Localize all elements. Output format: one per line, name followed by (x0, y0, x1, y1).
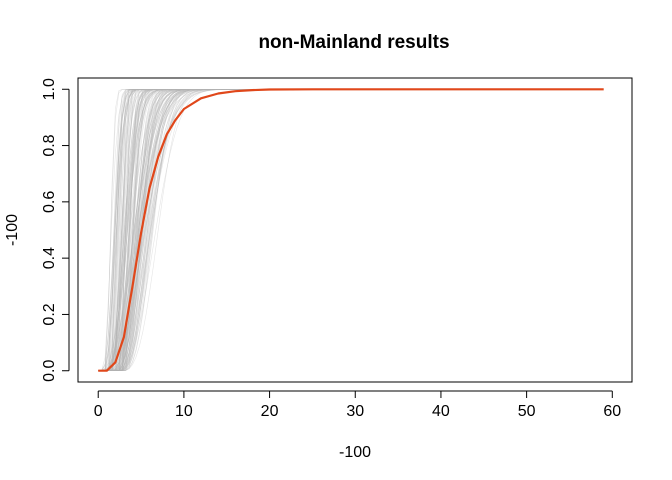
chart-title: non-Mainland results (258, 32, 449, 53)
y-axis: 0.0 0.2 0.4 0.6 0.8 1.0 (41, 78, 70, 382)
x-tick-label: 40 (432, 403, 450, 420)
y-tick-label: 0.0 (41, 360, 58, 382)
x-tick-label: 0 (94, 403, 103, 420)
mean-curve-line (98, 88, 604, 372)
y-axis-label: -100 (4, 214, 21, 246)
y-tick-label: 0.8 (41, 134, 58, 156)
x-tick-label: 60 (603, 403, 621, 420)
mean-curve (98, 88, 604, 372)
x-tick-label: 50 (518, 403, 536, 420)
x-tick-label: 10 (175, 403, 193, 420)
y-tick-label: 0.2 (41, 303, 58, 325)
y-tick-label: 1.0 (41, 78, 58, 100)
y-tick-label: 0.4 (41, 247, 58, 269)
x-axis-label: -100 (339, 444, 371, 461)
plot-frame (77, 77, 633, 383)
x-tick-label: 20 (261, 403, 279, 420)
x-axis: 0 10 20 30 40 50 60 (94, 390, 621, 420)
x-tick-label: 30 (346, 403, 364, 420)
y-tick-label: 0.6 (41, 191, 58, 213)
